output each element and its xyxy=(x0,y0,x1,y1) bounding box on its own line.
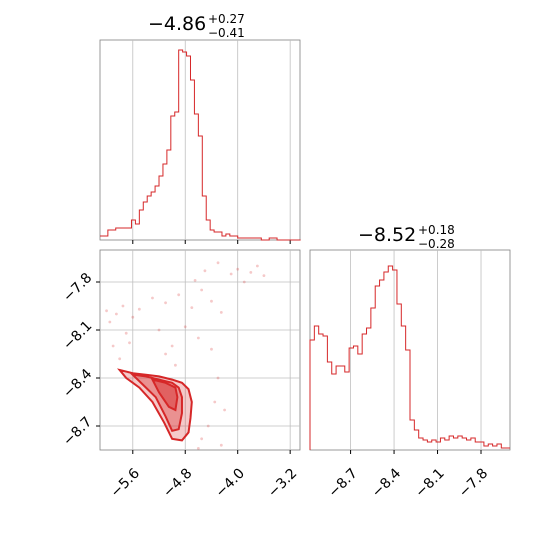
y-tick-label: −8.7 xyxy=(60,414,95,449)
scatter-point xyxy=(219,311,223,314)
scatter-point xyxy=(108,320,112,324)
scatter-point xyxy=(193,279,197,282)
histogram-y-title-sub: −0.28 xyxy=(418,237,455,251)
scatter-point xyxy=(210,299,213,303)
histogram-x-title: −4.86 xyxy=(148,13,206,35)
scatter-point xyxy=(121,304,125,308)
scatter-point xyxy=(177,293,181,297)
scatter-point xyxy=(151,296,154,300)
x-tick-label: −3.2 xyxy=(265,465,300,500)
scatter-point xyxy=(206,424,210,428)
scatter-point xyxy=(170,344,174,348)
scatter-point xyxy=(200,437,204,441)
scatter-point xyxy=(118,357,122,361)
scatter-point xyxy=(196,336,200,340)
histogram-y-series xyxy=(309,265,510,450)
x-tick-label: −8.1 xyxy=(412,465,447,500)
x-tick-label: −8.4 xyxy=(369,465,404,500)
scatter-point xyxy=(157,328,161,332)
x-tick-label: −4.0 xyxy=(213,465,248,500)
contour-level-3 xyxy=(150,378,179,412)
scatter-point xyxy=(200,288,204,292)
scatter-point xyxy=(196,447,200,450)
scatter-point xyxy=(249,271,253,274)
histogram-y-title-sup: +0.18 xyxy=(418,223,455,237)
scatter-point xyxy=(131,315,135,319)
contour-panel: −5.6 −4.8 −4.0 −3.2 −7.8 −8.1 −8.4 −8.7 xyxy=(60,249,301,501)
scatter-point xyxy=(114,312,118,316)
scatter-point xyxy=(219,443,223,447)
scatter-point xyxy=(223,408,226,412)
y-tick-label: −7.8 xyxy=(60,270,95,305)
panel-frame xyxy=(99,39,301,241)
scatter-point xyxy=(111,344,115,348)
scatter-point xyxy=(183,325,187,329)
scatter-point xyxy=(255,264,259,268)
histogram-panel-y: −8.52 +0.18 −0.28 −8.7 −8.4 −8.1 −7.8 xyxy=(309,223,511,501)
scatter-point xyxy=(203,269,207,273)
scatter-point xyxy=(216,261,220,265)
scatter-point xyxy=(213,400,217,404)
x-tick-label: −4.8 xyxy=(160,465,195,500)
histogram-x-title-sup: +0.27 xyxy=(208,12,245,26)
scatter-point xyxy=(190,306,194,309)
histogram-x-series xyxy=(100,49,301,241)
histogram-y-title: −8.52 xyxy=(358,224,416,246)
contour-level-2 xyxy=(129,373,183,432)
scatter-point xyxy=(137,307,141,311)
x-tick-label: −8.7 xyxy=(325,465,360,500)
x-tick-label: −7.8 xyxy=(456,465,491,500)
y-tick-label: −8.4 xyxy=(60,366,95,401)
x-tick-label: −5.6 xyxy=(108,465,143,500)
scatter-point xyxy=(216,376,220,380)
panel-frame xyxy=(99,249,301,451)
scatter-point xyxy=(174,363,177,367)
scatter-point xyxy=(262,274,266,277)
scatter-point xyxy=(124,331,128,335)
y-tick-label: −8.1 xyxy=(60,318,95,353)
scatter-point xyxy=(105,309,108,313)
scatter-point xyxy=(236,267,240,271)
scatter-point xyxy=(164,301,167,305)
scatter-point xyxy=(229,272,233,276)
scatter-point xyxy=(210,347,213,351)
scatter-point xyxy=(242,280,246,284)
histogram-panel-x: −4.86 +0.27 −0.41 xyxy=(99,12,301,244)
scatter-point xyxy=(128,341,131,345)
histogram-x-title-sub: −0.41 xyxy=(208,26,245,40)
scatter-point xyxy=(164,352,167,356)
